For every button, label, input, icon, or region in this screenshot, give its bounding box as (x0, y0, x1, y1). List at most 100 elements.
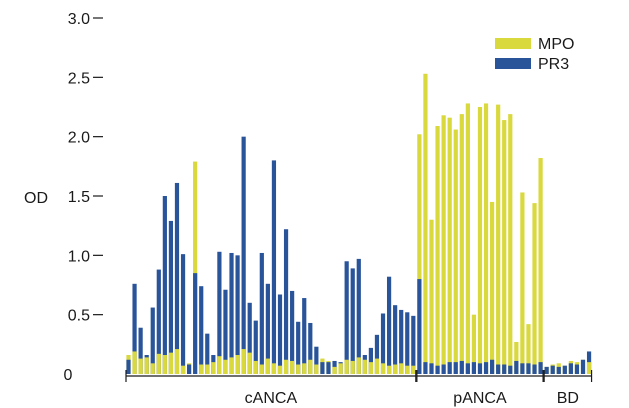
pr3-bar (217, 251, 222, 374)
legend: MPO PR3 (495, 36, 574, 73)
pr3-bar (447, 362, 452, 374)
y-tick-label: 2.0 (68, 130, 90, 147)
pr3-bar (399, 309, 404, 374)
pr3-bar (187, 364, 192, 374)
mpo-bar (223, 359, 228, 374)
pr3-bar (162, 196, 167, 374)
mpo-bar (253, 360, 258, 374)
pr3-bar (138, 327, 143, 374)
mpo-bar (399, 363, 404, 374)
y-tick-label: 1.0 (68, 248, 90, 265)
pr3-bar (441, 364, 446, 374)
pr3-bar (435, 365, 440, 374)
mpo-bar (532, 203, 537, 374)
mpo-bar (435, 125, 440, 374)
pr3-bar (380, 313, 386, 374)
pr3-bar (180, 254, 186, 374)
pr3-bar (241, 136, 246, 374)
pr3-bar (374, 334, 380, 374)
pr3-bar (514, 360, 519, 374)
mpo-bar (217, 356, 222, 374)
mpo-bar (241, 349, 246, 374)
pr3-bar (483, 362, 489, 374)
pr3-bar (314, 346, 319, 374)
mpo-bar (362, 359, 367, 374)
mpo-bar (502, 120, 507, 374)
pr3-bar (350, 268, 355, 374)
mpo-bar (393, 364, 398, 374)
mpo-bar (193, 161, 198, 374)
bar-marks (126, 73, 592, 375)
mpo-bar (514, 341, 519, 374)
mpo-bar (386, 365, 392, 374)
pr3-bar (126, 359, 131, 374)
pr3-bar (247, 302, 252, 374)
mpo-bar (368, 362, 373, 374)
pr3-bar (326, 362, 331, 374)
pr3-bar (538, 362, 543, 374)
mpo-bar (538, 158, 543, 374)
mpo-bar (229, 357, 234, 374)
y-axis-title: OD (24, 190, 48, 207)
mpo-bar (520, 192, 525, 374)
pr3-bar (199, 286, 204, 374)
mpo-bar (235, 355, 240, 374)
mpo-bar (138, 358, 143, 374)
pr3-bar (302, 298, 307, 374)
mpo-bar (144, 357, 149, 374)
mpo-bar (162, 355, 167, 374)
pr3-bar (459, 360, 464, 374)
mpo-bar (380, 363, 386, 374)
pr3-bar (290, 290, 295, 374)
pr3-bar (429, 363, 434, 374)
mpo-bar (477, 107, 483, 374)
group-label: pANCA (453, 390, 507, 407)
pr3-bar (568, 363, 573, 374)
pr3-bar (465, 363, 470, 374)
group-axis: cANCA pANCA BD (125, 370, 593, 407)
pr3-bar (235, 255, 240, 374)
group-label: BD (557, 390, 579, 407)
mpo-bar (356, 357, 361, 374)
pr3-bar (532, 364, 537, 374)
mpo-bar (338, 363, 343, 374)
pr3-bar (574, 364, 580, 374)
mpo-bar (344, 359, 349, 374)
mpo-bar (283, 359, 289, 374)
pr3-bar (344, 261, 349, 374)
pr3-bar (496, 364, 501, 374)
pr3-bar (259, 252, 264, 374)
mpo-bar (405, 365, 410, 374)
pr3-bar (477, 363, 483, 374)
mpo-bar (211, 362, 216, 374)
mpo-bar (247, 352, 252, 374)
group-label: cANCA (245, 390, 298, 407)
mpo-bar (453, 129, 458, 374)
mpo-bar (205, 364, 210, 374)
y-axis: 0 0.5 1.0 1.5 2.0 2.5 3.0 (64, 11, 103, 384)
pr3-bar (417, 279, 422, 374)
pr3-bar (174, 182, 180, 374)
pr3-bar (490, 359, 495, 374)
mpo-bar (429, 219, 434, 374)
pr3-bar (411, 315, 416, 374)
pr3-bar (386, 276, 392, 374)
pr3-bar (132, 283, 137, 374)
mpo-bar (265, 358, 270, 374)
pr3-bar (253, 320, 258, 374)
y-tick-label: 2.5 (68, 70, 90, 87)
pr3-bar (423, 362, 428, 374)
pr3-bar (526, 363, 531, 374)
mpo-bar (332, 366, 337, 374)
legend-swatch (495, 58, 531, 69)
legend-swatch (495, 38, 531, 49)
mpo-bar (150, 363, 155, 374)
pr3-bar (508, 365, 513, 374)
mpo-bar (411, 365, 416, 374)
mpo-bar (296, 364, 301, 374)
pr3-bar (277, 294, 283, 374)
pr3-bar (320, 362, 325, 374)
y-tick-label: 3.0 (68, 11, 90, 28)
pr3-bar (356, 258, 361, 374)
